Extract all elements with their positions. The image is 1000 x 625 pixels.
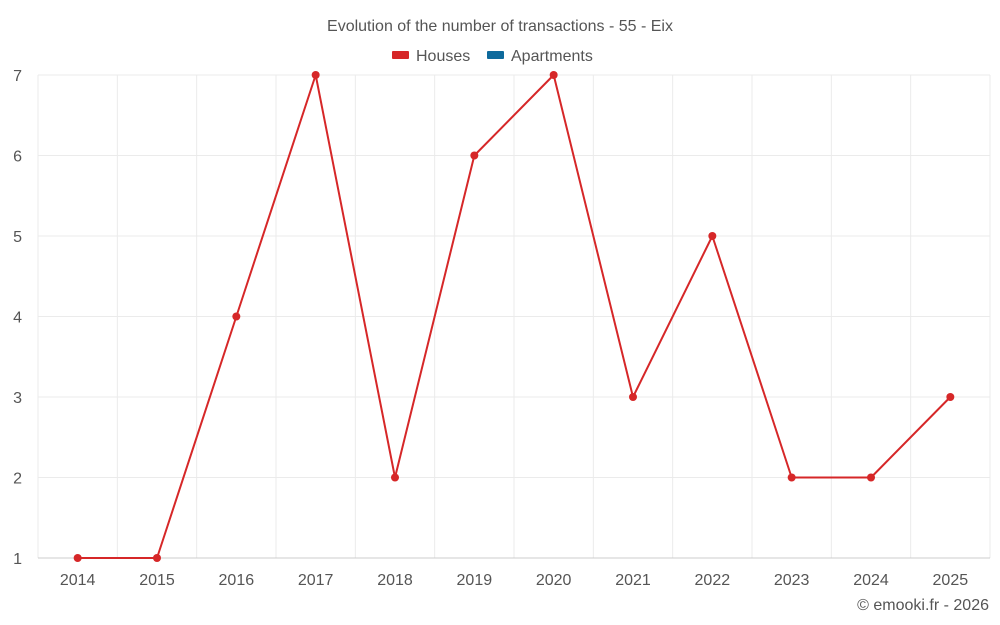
legend-label-houses[interactable]: Houses: [416, 48, 470, 65]
y-tick-label: 2: [13, 471, 22, 488]
chart-title: Evolution of the number of transactions …: [327, 18, 673, 35]
chart-credit: © emooki.fr - 2026: [857, 597, 989, 614]
legend-swatch-houses: [392, 51, 409, 59]
x-tick-label: 2025: [933, 572, 969, 589]
data-point[interactable]: [787, 473, 796, 482]
x-tick-label: 2020: [536, 572, 572, 589]
y-tick-label: 7: [13, 68, 22, 85]
y-axis-ticks: 1 2 3 4 5 6 7: [13, 68, 22, 568]
x-gridlines: [37, 75, 991, 558]
x-tick-label: 2018: [377, 572, 413, 589]
x-axis-ticks: 2014 2015 2016 2017 2018 2019 2020 2021 2022 2023…: [60, 572, 968, 589]
y-tick-label: 1: [13, 551, 22, 568]
data-point[interactable]: [708, 232, 717, 240]
data-point[interactable]: [73, 554, 82, 562]
x-tick-label: 2023: [774, 572, 810, 589]
x-tick-label: 2021: [615, 572, 651, 589]
legend-swatch-apartments: [487, 51, 504, 59]
y-tick-label: 4: [13, 310, 22, 327]
x-tick-label: 2024: [853, 572, 889, 589]
series-houses: [73, 71, 955, 562]
data-point[interactable]: [232, 312, 241, 321]
chart-legend: Houses Apartments: [392, 48, 593, 65]
data-point[interactable]: [629, 393, 637, 401]
x-tick-label: 2019: [457, 572, 493, 589]
x-tick-label: 2015: [139, 572, 175, 589]
data-point[interactable]: [549, 71, 558, 79]
x-tick-label: 2022: [695, 572, 731, 589]
data-point[interactable]: [153, 554, 161, 562]
y-tick-label: 3: [13, 390, 22, 407]
data-point[interactable]: [311, 71, 320, 79]
data-point[interactable]: [867, 473, 875, 482]
series-line-houses: [77, 74, 952, 559]
y-tick-label: 5: [13, 229, 22, 246]
data-point[interactable]: [470, 151, 479, 160]
x-tick-label: 2014: [60, 572, 96, 589]
legend-label-apartments[interactable]: Apartments: [511, 48, 593, 65]
y-tick-label: 6: [13, 149, 22, 166]
data-point[interactable]: [391, 473, 399, 482]
x-tick-label: 2017: [298, 572, 334, 589]
x-tick-label: 2016: [219, 572, 255, 589]
data-point[interactable]: [946, 393, 955, 401]
